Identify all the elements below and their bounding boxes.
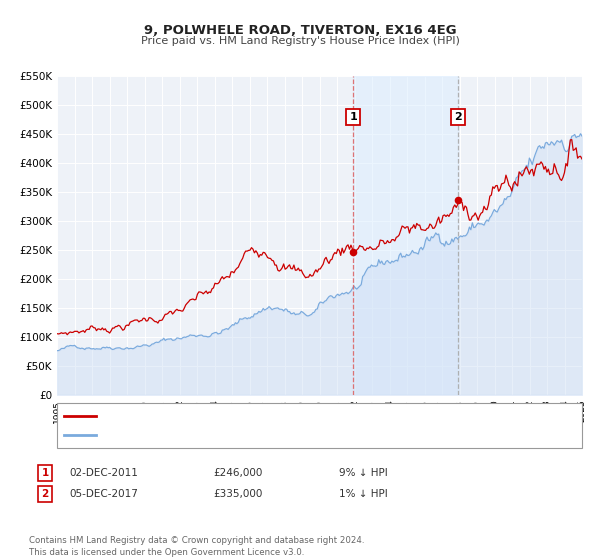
Text: £335,000: £335,000: [213, 489, 262, 499]
Text: 1% ↓ HPI: 1% ↓ HPI: [339, 489, 388, 499]
Text: Contains HM Land Registry data © Crown copyright and database right 2024.
This d: Contains HM Land Registry data © Crown c…: [29, 536, 364, 557]
Bar: [353, 76, 458, 395]
Point: [453, 196, 463, 205]
Text: 02-DEC-2011: 02-DEC-2011: [69, 468, 138, 478]
Text: 2: 2: [41, 489, 49, 499]
Text: 9, POLWHELE ROAD, TIVERTON, EX16 4EG: 9, POLWHELE ROAD, TIVERTON, EX16 4EG: [143, 24, 457, 36]
Text: £246,000: £246,000: [213, 468, 262, 478]
Text: 1: 1: [41, 468, 49, 478]
Text: 9% ↓ HPI: 9% ↓ HPI: [339, 468, 388, 478]
Point: [348, 248, 358, 256]
Text: 9, POLWHELE ROAD, TIVERTON, EX16 4EG (detached house): 9, POLWHELE ROAD, TIVERTON, EX16 4EG (de…: [102, 410, 403, 421]
Text: HPI: Average price, detached house, Mid Devon: HPI: Average price, detached house, Mid …: [102, 431, 340, 441]
Text: 2: 2: [454, 112, 462, 122]
Text: Price paid vs. HM Land Registry's House Price Index (HPI): Price paid vs. HM Land Registry's House …: [140, 36, 460, 46]
Text: 05-DEC-2017: 05-DEC-2017: [69, 489, 138, 499]
Text: 1: 1: [349, 112, 357, 122]
